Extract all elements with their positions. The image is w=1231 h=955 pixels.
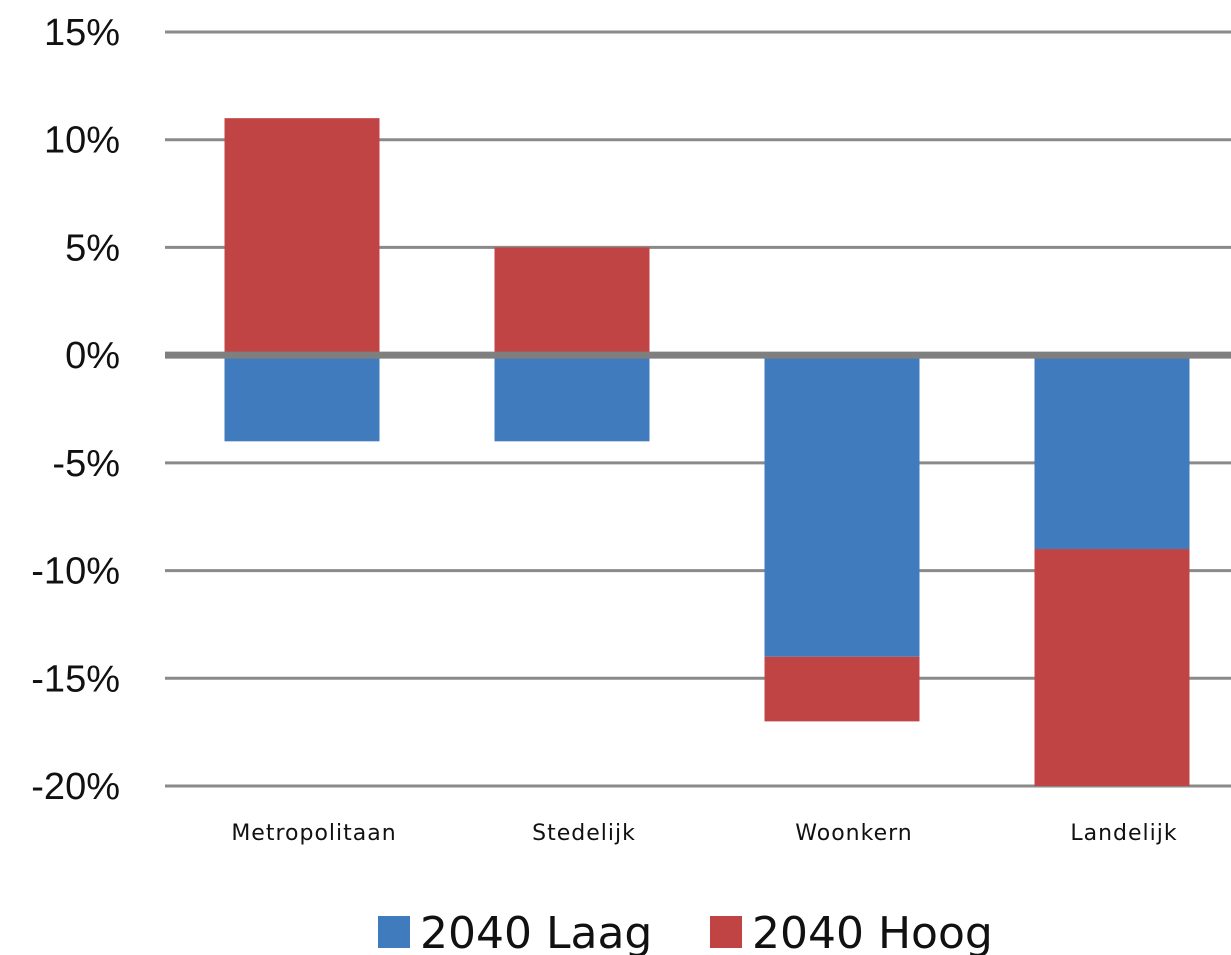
- bars: [224, 118, 1190, 786]
- y-axis-tick-labels: 15% 10% 5% 0% -5% -10% -15% -20%: [31, 12, 120, 808]
- legend-label-2040-laag: 2040 Laag: [420, 908, 652, 955]
- y-tick-label: 5%: [65, 227, 120, 269]
- y-tick-label: -10%: [31, 551, 120, 593]
- bar-woonkern-2040-hoog: [764, 656, 920, 722]
- bar-woonkern-2040-laag: [764, 355, 920, 657]
- x-category-label: Woonkern: [795, 821, 912, 846]
- x-category-label: Landelijk: [1070, 821, 1177, 846]
- y-tick-label: 10%: [44, 120, 120, 162]
- bar-stedelijk-2040-hoog: [494, 247, 650, 356]
- x-category-label: Metropolitaan: [231, 821, 396, 846]
- bar-landelijk-2040-hoog: [1034, 549, 1190, 786]
- bar-metropolitaan-2040-laag: [224, 355, 380, 442]
- bar-stedelijk-2040-laag: [494, 355, 650, 442]
- bar-metropolitaan-2040-hoog: [224, 118, 380, 356]
- y-tick-label: -15%: [31, 658, 120, 700]
- x-axis-category-labels: Metropolitaan Stedelijk Woonkern Landelijk: [231, 821, 1177, 846]
- legend-item-2040-laag: 2040 Laag: [378, 908, 652, 955]
- legend-swatch-2040-laag: [378, 916, 410, 948]
- x-category-label: Stedelijk: [532, 821, 636, 846]
- legend-label-2040-hoog: 2040 Hoog: [752, 908, 993, 955]
- legend: 2040 Laag 2040 Hoog: [378, 908, 993, 955]
- legend-item-2040-hoog: 2040 Hoog: [710, 908, 993, 955]
- y-tick-label: 15%: [44, 12, 120, 54]
- y-tick-label: -20%: [31, 766, 120, 808]
- y-tick-label: 0%: [65, 335, 120, 377]
- y-tick-label: -5%: [52, 443, 120, 485]
- bar-landelijk-2040-laag: [1034, 355, 1190, 550]
- legend-swatch-2040-hoog: [710, 916, 742, 948]
